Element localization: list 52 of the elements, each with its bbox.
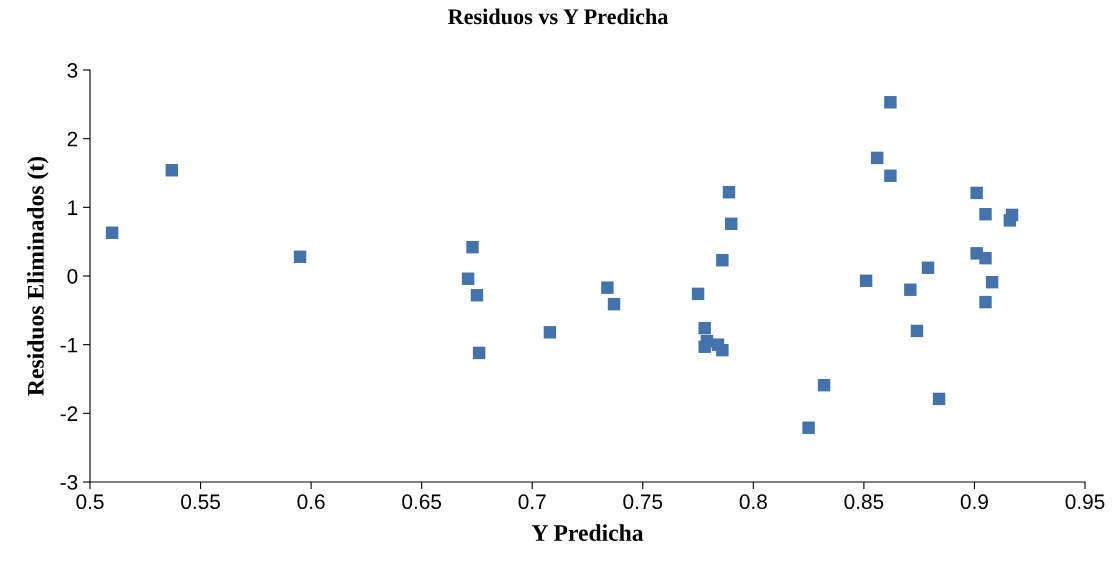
- x-tick-label: 0.5: [76, 494, 104, 510]
- x-tick-label: 0.9: [960, 494, 988, 510]
- x-tick-label: 0.65: [402, 494, 442, 510]
- y-tick-label: -3: [60, 475, 78, 490]
- x-tick-label: 0.8: [739, 494, 767, 510]
- point: [698, 321, 711, 335]
- y-tick-label: 1: [68, 200, 78, 215]
- point: [884, 96, 897, 109]
- point: [470, 289, 484, 302]
- point: [817, 378, 831, 392]
- x-tick-label: 0.55: [181, 494, 220, 510]
- point: [985, 275, 999, 289]
- point: [725, 217, 738, 231]
- point: [716, 254, 729, 267]
- point: [1005, 208, 1019, 222]
- y-tick-label: -1: [60, 337, 78, 353]
- point: [105, 226, 119, 239]
- point: [293, 250, 307, 263]
- point: [802, 421, 815, 434]
- point: [904, 283, 917, 296]
- point: [691, 287, 705, 301]
- x-tick-label: 0.7: [518, 494, 546, 510]
- point: [461, 272, 475, 285]
- point: [543, 326, 557, 339]
- point: [870, 151, 884, 165]
- y-tick-label: 0: [67, 269, 78, 284]
- point: [165, 164, 179, 177]
- point: [601, 281, 614, 294]
- y-tick-label: -2: [60, 406, 78, 421]
- point: [932, 392, 946, 406]
- point: [472, 346, 486, 360]
- point: [607, 297, 621, 311]
- x-tick-label: 0.95: [1065, 494, 1105, 510]
- point: [921, 261, 935, 274]
- point: [722, 186, 736, 199]
- point: [979, 251, 992, 265]
- x-tick-label: 0.85: [844, 494, 884, 510]
- x-axis-title: Y Predicha: [531, 524, 644, 541]
- x-tick-label: 0.6: [297, 494, 325, 510]
- point: [910, 324, 924, 338]
- y-tick-label: 3: [67, 63, 78, 78]
- point: [466, 240, 479, 254]
- y-axis-title: Residuos Eliminados (t): [27, 156, 49, 396]
- point: [884, 169, 897, 182]
- y-tick-label: 2: [67, 131, 78, 147]
- chart-title: Residuos vs Y Predicha: [447, 8, 669, 25]
- point: [979, 295, 992, 309]
- point: [859, 274, 873, 288]
- x-tick-label: 0.75: [623, 494, 663, 510]
- point: [979, 207, 992, 221]
- point: [970, 186, 983, 200]
- point: [716, 343, 729, 357]
